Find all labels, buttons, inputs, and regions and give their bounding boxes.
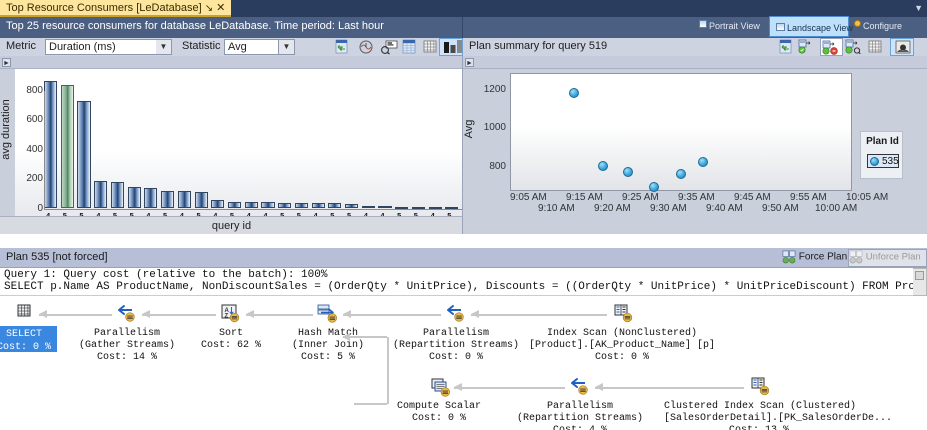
svg-text:Z: Z — [225, 314, 229, 320]
